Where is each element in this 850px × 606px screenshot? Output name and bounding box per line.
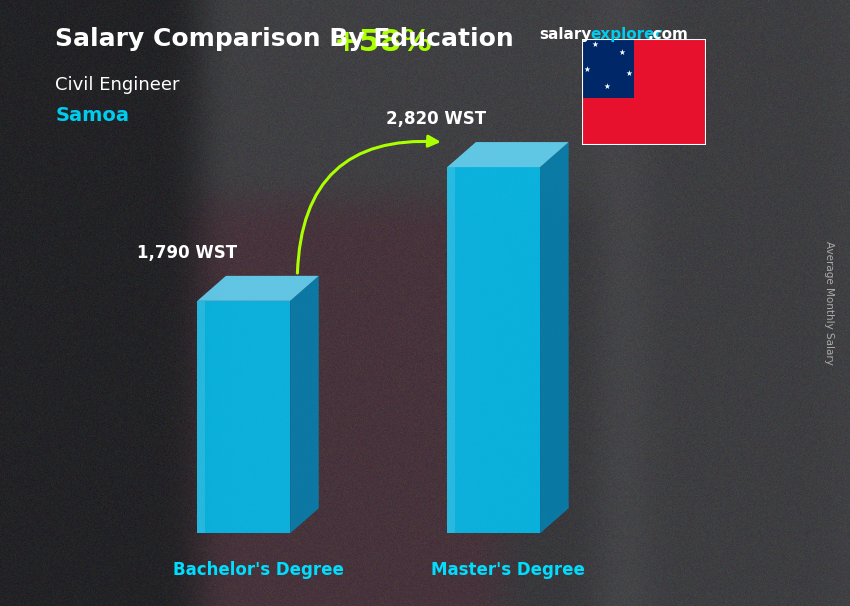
Text: ★: ★	[584, 65, 591, 73]
Text: ★: ★	[626, 69, 632, 78]
Text: ★: ★	[618, 48, 625, 56]
Text: .com: .com	[648, 27, 689, 42]
Text: Civil Engineer: Civil Engineer	[55, 76, 179, 94]
Polygon shape	[447, 167, 540, 533]
Polygon shape	[582, 39, 705, 145]
Polygon shape	[197, 301, 205, 533]
Text: 2,820 WST: 2,820 WST	[387, 110, 486, 128]
Polygon shape	[197, 301, 290, 533]
Text: Average Monthly Salary: Average Monthly Salary	[824, 241, 834, 365]
Text: ★: ★	[604, 82, 610, 90]
Polygon shape	[540, 142, 569, 533]
Polygon shape	[197, 276, 319, 301]
Text: 1,790 WST: 1,790 WST	[137, 244, 236, 262]
Text: Bachelor's Degree: Bachelor's Degree	[173, 561, 343, 579]
Text: +58%: +58%	[334, 28, 433, 56]
Text: explorer: explorer	[591, 27, 663, 42]
Polygon shape	[582, 39, 634, 98]
Text: ★: ★	[591, 40, 598, 49]
Polygon shape	[447, 142, 569, 167]
Polygon shape	[290, 276, 319, 533]
Text: Salary Comparison By Education: Salary Comparison By Education	[55, 27, 514, 52]
Text: Master's Degree: Master's Degree	[431, 561, 585, 579]
Text: salary: salary	[540, 27, 592, 42]
Text: Samoa: Samoa	[55, 106, 129, 125]
Polygon shape	[447, 167, 455, 533]
